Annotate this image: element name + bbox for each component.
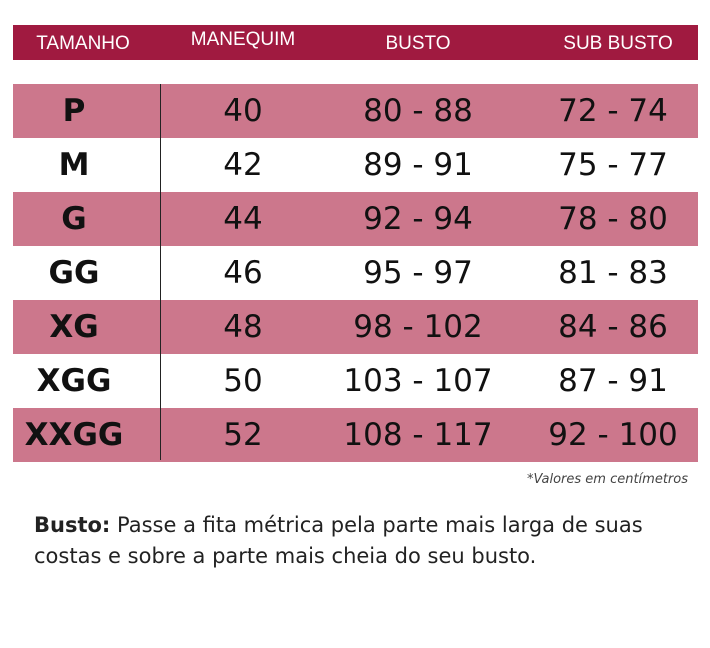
table-header: TAMANHO MANEQUIM BUSTO SUB BUSTO: [13, 25, 698, 60]
cell-busto: 103 - 107: [343, 363, 493, 399]
cell-manequim: 40: [223, 93, 263, 129]
cell-sub-busto: 78 - 80: [558, 201, 668, 237]
cell-size: GG: [48, 255, 100, 291]
size-table: P 40 80 - 88 72 - 74 M 42 89 - 91 75 - 77 G 44 92 …: [13, 84, 698, 462]
cell-manequim: 50: [223, 363, 263, 399]
bust-text: Passe a fita métrica pela parte mais lar…: [34, 513, 643, 568]
cell-busto: 95 - 97: [363, 255, 473, 291]
cell-manequim: 52: [223, 417, 263, 453]
cell-busto: 80 - 88: [363, 93, 473, 129]
bust-label: Busto:: [34, 513, 111, 537]
cell-manequim: 48: [223, 309, 263, 345]
cell-sub-busto: 87 - 91: [558, 363, 668, 399]
table-row: G 44 92 - 94 78 - 80: [13, 192, 698, 246]
table-row: M 42 89 - 91 75 - 77: [13, 138, 698, 192]
cell-manequim: 44: [223, 201, 263, 237]
cell-sub-busto: 92 - 100: [548, 417, 678, 453]
cell-size: M: [58, 147, 90, 183]
cell-size: XGG: [36, 363, 112, 399]
cell-manequim: 46: [223, 255, 263, 291]
table-row: XGG 50 103 - 107 87 - 91: [13, 354, 698, 408]
cell-sub-busto: 81 - 83: [558, 255, 668, 291]
table-row: XXGG 52 108 - 117 92 - 100: [13, 408, 698, 462]
cell-busto: 108 - 117: [343, 417, 493, 453]
cell-busto: 92 - 94: [363, 201, 473, 237]
cell-size: P: [62, 93, 86, 129]
cell-size: G: [61, 201, 87, 237]
table-row: XG 48 98 - 102 84 - 86: [13, 300, 698, 354]
cell-manequim: 42: [223, 147, 263, 183]
header-tamanho: TAMANHO: [36, 33, 130, 54]
header-sub-busto: SUB BUSTO: [563, 33, 673, 54]
header-manequim: MANEQUIM: [190, 29, 296, 50]
header-busto: BUSTO: [385, 33, 451, 54]
units-note: *Valores em centímetros: [526, 472, 688, 487]
cell-busto: 98 - 102: [353, 309, 483, 345]
cell-sub-busto: 84 - 86: [558, 309, 668, 345]
cell-busto: 89 - 91: [363, 147, 473, 183]
column-divider: [160, 84, 161, 460]
bust-instructions: Busto: Passe a fita métrica pela parte m…: [34, 510, 694, 572]
table-row: P 40 80 - 88 72 - 74: [13, 84, 698, 138]
cell-size: XG: [49, 309, 99, 345]
cell-size: XXGG: [24, 417, 124, 453]
cell-sub-busto: 75 - 77: [558, 147, 668, 183]
cell-sub-busto: 72 - 74: [558, 93, 668, 129]
table-row: GG 46 95 - 97 81 - 83: [13, 246, 698, 300]
